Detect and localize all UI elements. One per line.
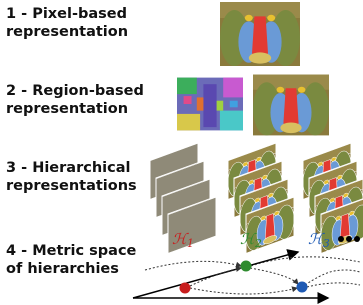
section-title-line: representation [6,24,128,40]
image [253,75,329,136]
ellipsis [338,236,360,242]
region-image [177,78,243,131]
section-title-line: 1 - Pixel-based [6,6,127,22]
figure: 1 - Pixel-based representation 2 - Region-… [0,0,363,305]
hierarchy-index: 1 [187,237,194,250]
section-title-line: 4 - Metric space [6,243,137,259]
section-title-line: representation [6,101,128,117]
hierarchy-index: 3 [323,237,330,250]
pixel-image [220,2,300,66]
section-titles: 1 - Pixel-based representation 2 - Region-… [6,6,144,277]
metric-space [133,252,360,298]
section-title-line: of hierarchies [6,261,119,277]
hierarchy-index: 2 [254,237,262,250]
section-title-line: 3 - Hierarchical [6,160,130,176]
section-title-line: representations [6,178,137,194]
section-title-line: 2 - Region-based [6,83,144,99]
